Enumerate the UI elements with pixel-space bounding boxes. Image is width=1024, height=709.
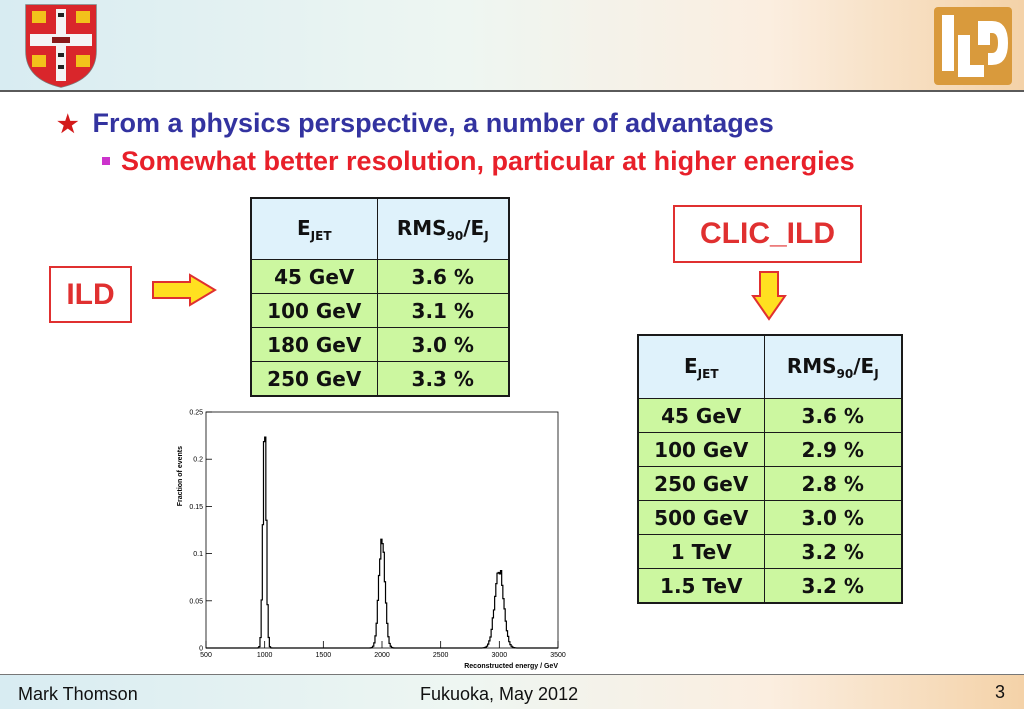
rms-cell: 3.0 % xyxy=(376,327,510,362)
histogram-series xyxy=(206,436,558,649)
page-number: 3 xyxy=(995,682,1006,702)
table-row: 250 GeV 2.8 % xyxy=(637,466,903,501)
x-axis-label: Reconstructed energy / GeV xyxy=(464,663,558,670)
energy-cell: 1.5 TeV xyxy=(637,568,765,604)
table-row: 1.5 TeV 3.2 % xyxy=(637,568,903,604)
footer-author: Mark Thomson xyxy=(18,684,138,704)
rms-cell: 3.0 % xyxy=(763,500,903,535)
bullet-sub: Somewhat better resolution, particular a… xyxy=(102,146,855,177)
energy-cell: 45 GeV xyxy=(637,398,765,433)
table-row: 100 GeV 3.1 % xyxy=(250,293,510,328)
rms-cell: 3.2 % xyxy=(763,568,903,604)
table-row: 500 GeV 3.0 % xyxy=(637,500,903,535)
table-row: 100 GeV 2.9 % xyxy=(637,432,903,467)
bullet-main-text: From a physics perspective, a number of … xyxy=(92,108,774,138)
y-tick-label: 0.1 xyxy=(193,551,203,558)
x-tick-label: 3000 xyxy=(492,652,508,659)
x-tick-label: 500 xyxy=(200,652,212,659)
energy-histogram: 0 0.05 0.1 0.15 0.2 0.25 500 1000 1500 2000 2500 3… xyxy=(177,410,566,671)
ild-logo xyxy=(934,7,1012,85)
table-header: EJET RMS90/EJ xyxy=(637,334,903,399)
energy-cell: 1 TeV xyxy=(637,534,765,569)
energy-cell: 45 GeV xyxy=(250,259,378,294)
rms-cell: 3.6 % xyxy=(376,259,510,294)
energy-cell: 250 GeV xyxy=(250,361,378,397)
footer-divider xyxy=(0,674,1024,675)
energy-cell: 250 GeV xyxy=(637,466,765,501)
rms-header: RMS90/EJ xyxy=(763,334,903,399)
clic-ild-label: CLIC_ILD xyxy=(673,205,862,263)
header-divider xyxy=(0,90,1024,92)
energy-header: EJET xyxy=(250,197,378,260)
rms-cell: 3.2 % xyxy=(763,534,903,569)
ild-label: ILD xyxy=(49,266,132,323)
y-axis-label: Fraction of events xyxy=(177,446,184,506)
rms-cell: 2.9 % xyxy=(763,432,903,467)
energy-header: EJET xyxy=(637,334,765,399)
energy-cell: 100 GeV xyxy=(637,432,765,467)
footer-venue: Fukuoka, May 2012 xyxy=(420,684,579,704)
slide-header xyxy=(0,0,1024,92)
table-row: 1 TeV 3.2 % xyxy=(637,534,903,569)
x-tick-label: 1000 xyxy=(257,652,273,659)
table-header: EJET RMS90/EJ xyxy=(250,197,510,260)
x-tick-label: 1500 xyxy=(316,652,332,659)
right-arrow-icon xyxy=(152,273,217,307)
energy-cell: 180 GeV xyxy=(250,327,378,362)
rms-cell: 3.3 % xyxy=(376,361,510,397)
slide-footer xyxy=(0,674,1024,709)
energy-cell: 500 GeV xyxy=(637,500,765,535)
x-tick-label: 2000 xyxy=(374,652,390,659)
y-tick-label: 0.15 xyxy=(189,504,203,511)
table-row: 45 GeV 3.6 % xyxy=(250,259,510,294)
energy-cell: 100 GeV xyxy=(250,293,378,328)
rms-cell: 3.1 % xyxy=(376,293,510,328)
rms-header: RMS90/EJ xyxy=(376,197,510,260)
square-bullet-icon xyxy=(102,156,110,165)
table-row: 45 GeV 3.6 % xyxy=(637,398,903,433)
table-row: 180 GeV 3.0 % xyxy=(250,327,510,362)
down-arrow-icon xyxy=(751,271,787,321)
clic-ild-resolution-table: EJET RMS90/EJ 45 GeV 3.6 % 100 GeV 2.9 % 2… xyxy=(637,334,903,604)
rms-cell: 3.6 % xyxy=(763,398,903,433)
bullet-sub-text: Somewhat better resolution, particular a… xyxy=(121,146,855,176)
ild-resolution-table: EJET RMS90/EJ 45 GeV 3.6 % 100 GeV 3.1 % 1… xyxy=(250,197,510,397)
y-tick-label: 0.2 xyxy=(193,457,203,464)
y-tick-label: 0 xyxy=(199,646,203,653)
rms-cell: 2.8 % xyxy=(763,466,903,501)
y-tick-label: 0.05 xyxy=(189,598,203,605)
star-bullet-icon: ★ xyxy=(57,111,79,138)
x-tick-label: 3500 xyxy=(550,652,566,659)
cambridge-crest-logo xyxy=(25,4,97,88)
x-tick-label: 2500 xyxy=(433,652,449,659)
plot-frame xyxy=(205,411,559,649)
y-tick-label: 0.25 xyxy=(189,410,203,417)
table-row: 250 GeV 3.3 % xyxy=(250,361,510,397)
bullet-main: ★ From a physics perspective, a number of… xyxy=(57,108,774,139)
